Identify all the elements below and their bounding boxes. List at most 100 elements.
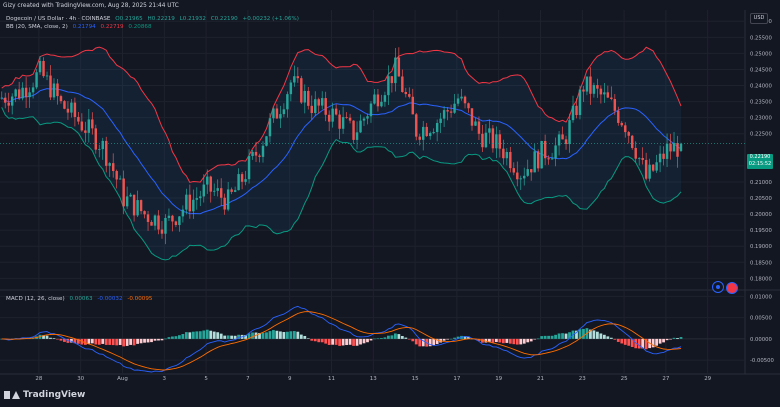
candle-body	[536, 151, 540, 169]
bar-countdown: 02:15:52	[748, 161, 772, 167]
candle-body	[432, 132, 435, 134]
macd-hist-bar	[94, 338, 98, 345]
flag-icon[interactable]	[726, 282, 738, 294]
candlestick-series	[0, 47, 745, 245]
candle-body	[589, 76, 592, 94]
macd-hist-bar	[508, 338, 512, 344]
bb-label: BB (20, SMA, close, 2)	[6, 24, 68, 30]
candle-body	[164, 217, 167, 234]
macd-hist-bar	[376, 338, 380, 340]
macd-hist-bar	[501, 338, 505, 344]
bollinger-bands	[1, 46, 682, 261]
time-tick-label: 11	[328, 376, 335, 382]
macd-hist-bar	[139, 338, 143, 344]
macd-hist-bar	[432, 338, 436, 346]
replay-icon[interactable]	[712, 281, 724, 293]
candle-body	[449, 111, 453, 113]
price-tick-label: 0.23500	[750, 100, 773, 106]
macd-tick-label: -0.00500	[750, 358, 774, 364]
candle-body	[641, 157, 644, 160]
candle-body	[575, 105, 578, 116]
candle-body	[28, 92, 31, 98]
current-price-badge: 0.22190 02:15:52	[747, 154, 773, 169]
price-tick-label: 0.18500	[750, 260, 773, 266]
macd-hist-bar	[125, 338, 129, 346]
price-tick-label: 0.19000	[750, 244, 773, 250]
candle-body	[415, 114, 418, 137]
candle-body	[599, 88, 603, 95]
candle-body	[125, 196, 129, 207]
macd-hist-bar	[386, 335, 390, 339]
macd-hist-bar	[494, 338, 498, 343]
macd-tick-label: 0.01000	[750, 294, 773, 300]
symbol-legend[interactable]: Dogecoin / US Dollar · 4h · COINBASE O0.…	[6, 16, 299, 23]
macd-hist-bar	[108, 338, 112, 345]
macd-hist-bar	[212, 331, 216, 339]
candle-body	[373, 94, 376, 104]
candle-body	[679, 143, 683, 151]
candle-body	[474, 121, 477, 126]
candle-body	[648, 164, 651, 179]
candle-body	[324, 98, 327, 115]
time-tick-label: 25	[621, 376, 628, 382]
macd-hist-bar	[515, 338, 519, 345]
macd-hist-bar	[122, 338, 126, 347]
candle-body	[174, 221, 178, 226]
candle-body	[84, 130, 87, 133]
tradingview-logo: TradingView	[4, 389, 85, 401]
macd-tick-label: 0.00000	[750, 337, 773, 343]
candle-body	[0, 97, 3, 99]
time-tick-label: 21	[537, 376, 544, 382]
candle-body	[477, 121, 481, 134]
candle-body	[345, 117, 348, 118]
macd-hist-bar	[488, 338, 491, 342]
candle-body	[108, 163, 111, 166]
candle-body	[300, 78, 303, 103]
macd-hist-bar	[568, 332, 571, 339]
macd-hist-bar	[533, 338, 537, 340]
candle-body	[592, 85, 596, 94]
macd-hist-bar	[383, 337, 387, 339]
candle-body	[181, 209, 185, 217]
macd-hist-bar	[519, 338, 523, 345]
macd-hist-bar	[233, 335, 237, 339]
candle-body	[289, 82, 293, 95]
candle-body	[362, 118, 366, 121]
macd-hist-bar	[456, 336, 460, 339]
candle-body	[213, 190, 216, 192]
currency-badge[interactable]: USD	[750, 13, 768, 24]
macd-hist-bar	[634, 338, 638, 349]
macd-hist-bar	[164, 338, 167, 340]
time-tick-label: 23	[579, 376, 586, 382]
candle-body	[150, 221, 153, 226]
candle-body	[394, 57, 397, 84]
macd-hist-bar	[153, 338, 157, 341]
candle-body	[157, 215, 160, 230]
price-tick-label: 0.22500	[750, 132, 773, 138]
candle-body	[317, 99, 320, 106]
macd-hist-bar	[97, 338, 101, 345]
candle-body	[519, 178, 522, 180]
bb-basis-line	[1, 88, 682, 215]
macd-hist-bar	[195, 331, 199, 339]
candle-body	[401, 76, 404, 93]
candle-body	[223, 197, 226, 210]
low-value: L0.21932	[179, 16, 206, 22]
candle-body	[331, 108, 334, 122]
macd-hist-bar	[616, 338, 620, 342]
candle-body	[366, 116, 369, 119]
candle-body	[314, 99, 317, 114]
candle-body	[672, 143, 676, 152]
created-with-text: Gizy created with TradingView.com, Aug 2…	[3, 3, 179, 9]
macd-hist-bar	[373, 338, 376, 340]
macd-hist-bar	[244, 334, 247, 339]
candle-body	[665, 143, 669, 159]
macd-legend[interactable]: MACD (12, 26, close) 0.00063 -0.00032 -0…	[6, 296, 152, 303]
grid-lines	[0, 10, 780, 375]
candle-body	[7, 102, 10, 106]
close-value: C0.22190	[210, 16, 238, 22]
bb-legend[interactable]: BB (20, SMA, close, 2) 0.21794 0.22719 0…	[6, 24, 152, 31]
macd-hist-bar	[620, 338, 624, 344]
candle-body	[216, 188, 219, 191]
